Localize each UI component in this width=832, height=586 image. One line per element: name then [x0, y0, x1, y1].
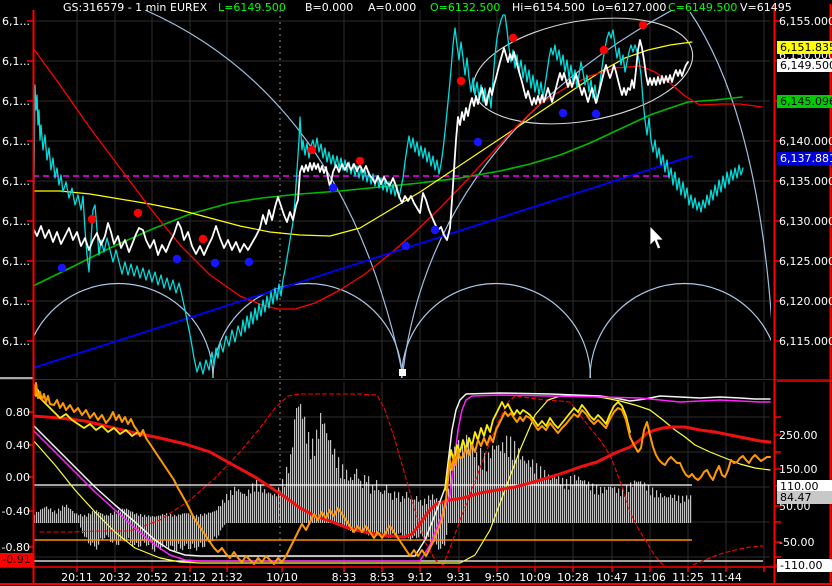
indicator-pane[interactable] — [33, 382, 771, 567]
price-pane[interactable] — [24, 2, 779, 379]
mouse-cursor-icon — [649, 225, 665, 250]
grid-lines — [34, 10, 770, 566]
